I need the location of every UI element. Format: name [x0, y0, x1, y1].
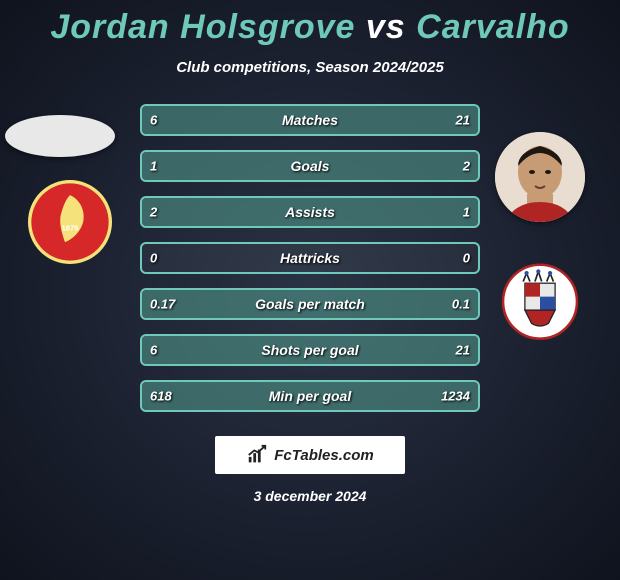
subtitle: Club competitions, Season 2024/2025 [0, 59, 620, 76]
stat-label: Assists [285, 204, 335, 220]
vs-text: vs [366, 8, 406, 46]
stat-label: Goals per match [255, 296, 365, 312]
stats-container: 6 Matches 21 1 Goals 2 2 Assists 1 0 Hattricks 0 0.1… [140, 104, 480, 412]
stat-value-right: 1234 [441, 389, 470, 404]
svg-text:1875: 1875 [62, 223, 79, 232]
stat-fill-left [142, 152, 253, 180]
stat-value-right: 21 [456, 343, 470, 358]
brand-box[interactable]: FcTables.com [215, 436, 405, 474]
stat-row: 2 Assists 1 [140, 196, 480, 228]
stat-fill-right [253, 152, 478, 180]
stat-row: 1 Goals 2 [140, 150, 480, 182]
comparison-title: Jordan Holsgrove vs Carvalho [0, 0, 620, 47]
stat-value-right: 1 [463, 205, 470, 220]
chart-growth-icon [246, 444, 268, 466]
stat-fill-right [367, 198, 478, 226]
stat-row: 0.17 Goals per match 0.1 [140, 288, 480, 320]
stat-row: 618 Min per goal 1234 [140, 380, 480, 412]
stat-value-left: 1 [150, 159, 157, 174]
stat-value-right: 21 [456, 113, 470, 128]
stat-value-right: 0 [463, 251, 470, 266]
player2-crest [498, 258, 582, 342]
stat-fill-right [216, 106, 478, 134]
stat-label: Shots per goal [261, 342, 358, 358]
stat-label: Hattricks [280, 250, 340, 266]
crest-braga-icon [498, 258, 582, 342]
stat-value-left: 2 [150, 205, 157, 220]
crest-newtown-icon: 1875 [28, 180, 112, 264]
stat-value-right: 0.1 [452, 297, 470, 312]
stat-label: Min per goal [269, 388, 351, 404]
player-face-icon [495, 132, 585, 222]
player1-crest: 1875 [28, 180, 112, 264]
player1-photo [5, 115, 115, 157]
stat-row: 6 Shots per goal 21 [140, 334, 480, 366]
date-text: 3 december 2024 [0, 488, 620, 504]
stat-value-left: 0 [150, 251, 157, 266]
brand-text: FcTables.com [274, 447, 373, 464]
stat-row: 0 Hattricks 0 [140, 242, 480, 274]
stat-value-left: 6 [150, 113, 157, 128]
stat-value-left: 618 [150, 389, 172, 404]
stat-label: Goals [291, 158, 330, 174]
player2-name: Carvalho [416, 8, 570, 46]
stat-value-left: 6 [150, 343, 157, 358]
player2-photo [495, 132, 585, 222]
stat-row: 6 Matches 21 [140, 104, 480, 136]
stat-value-right: 2 [463, 159, 470, 174]
stat-value-left: 0.17 [150, 297, 175, 312]
player1-name: Jordan Holsgrove [50, 8, 355, 46]
stat-label: Matches [282, 112, 338, 128]
